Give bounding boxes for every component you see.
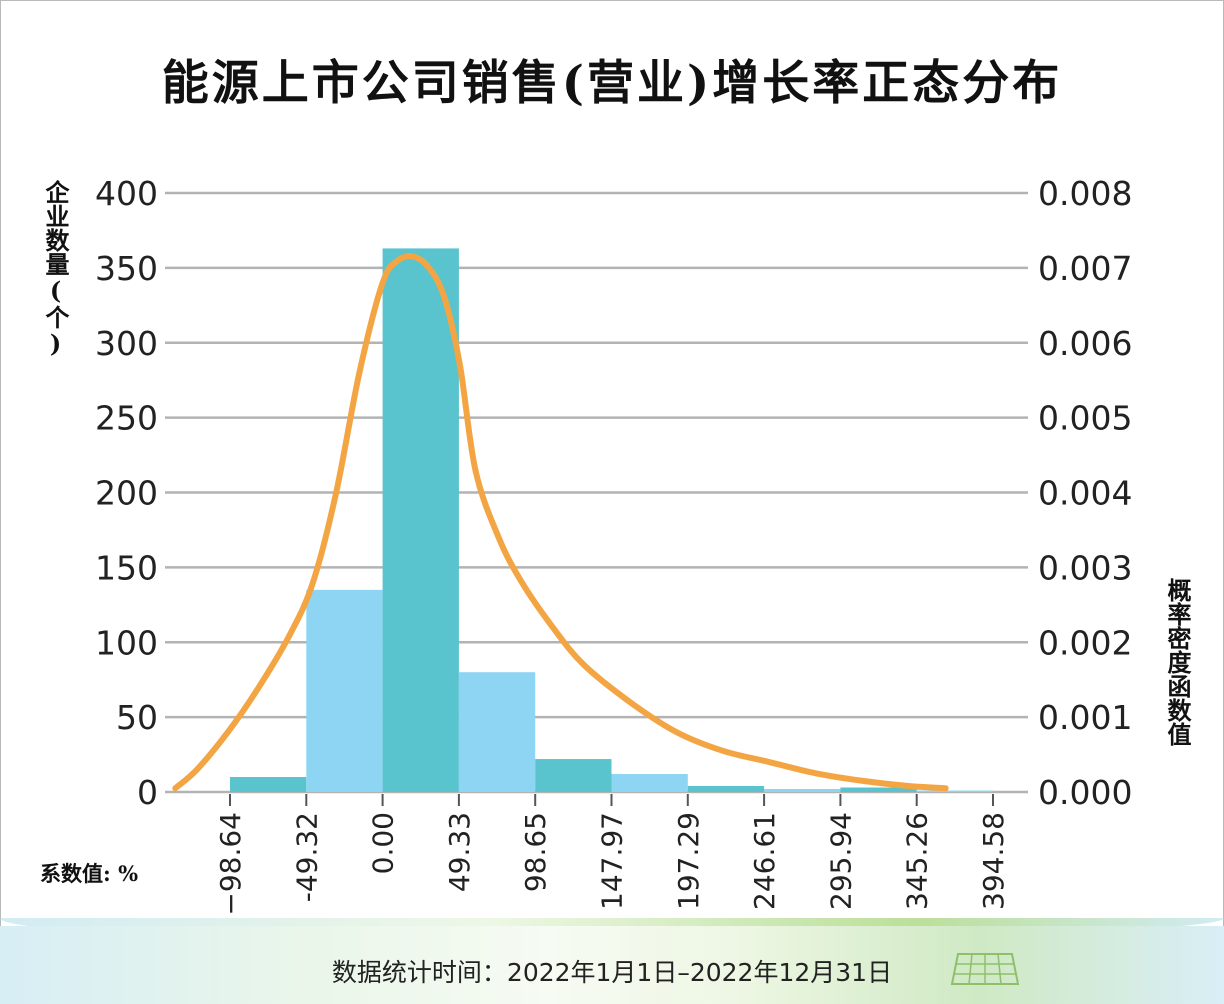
y-tick-label-left: 200 (95, 474, 158, 513)
x-tick-label: 394.58 (977, 812, 1010, 910)
y-tick-label-right: 0.006 (1038, 324, 1132, 363)
y-axis-left-label: 企业数量(个) (41, 180, 70, 358)
histogram-bar (458, 672, 536, 792)
x-tick-label: 246.61 (748, 812, 781, 910)
x-tick-label: 345.26 (901, 812, 934, 910)
y-tick-label-right: 0.005 (1038, 399, 1132, 438)
x-tick-label: -49.32 (290, 812, 323, 902)
y-axis-right-label: 概率密度函数值 (1163, 578, 1192, 746)
y-tick-label-left: 0 (137, 773, 158, 812)
histogram-bar (764, 789, 841, 792)
density-curve (172, 253, 949, 792)
x-tick-label: 49.33 (443, 812, 476, 892)
y-tick-label-right: 0.007 (1038, 249, 1132, 288)
y-tick-label-right: 0.000 (1038, 773, 1132, 812)
chart-title: 能源上市公司销售(营业)增长率正态分布 (161, 56, 1063, 111)
footer-band (0, 926, 1224, 1004)
y-tick-label-left: 300 (95, 324, 158, 363)
x-tick-label: 0.00 (367, 812, 400, 874)
y-tick-label-right: 0.004 (1038, 474, 1132, 513)
y-tick-label-right: 0.008 (1038, 174, 1132, 213)
y-ticks-right: 0.008 0.007 0.006 0.005 0.004 0.003 0.002 0.001… (1038, 174, 1132, 812)
density-curve-group (172, 253, 949, 792)
y-tick-label-left: 350 (95, 249, 158, 288)
y-tick-label-right: 0.001 (1038, 698, 1132, 737)
histogram-bar (687, 786, 765, 792)
x-ticks: −98.64 -49.32 0.00 49.33 98.65 147.97 197.29 24… (214, 794, 1010, 916)
histogram-bar (230, 777, 307, 792)
y-tick-label-left: 50 (116, 698, 158, 737)
histogram-bars (230, 248, 993, 793)
y-tick-label-right: 0.003 (1038, 548, 1132, 587)
x-axis-unit-label: 系数值: % (40, 861, 139, 886)
histogram-bar (535, 759, 612, 792)
x-tick-label: 147.97 (596, 812, 629, 910)
histogram-bar (611, 774, 688, 792)
gridlines (165, 191, 1028, 794)
y-tick-label-left: 400 (95, 174, 158, 213)
histogram-bar (916, 790, 993, 792)
histogram-bar (382, 248, 459, 793)
histogram-bar (840, 787, 917, 792)
y-tick-label-left: 100 (95, 623, 158, 662)
solar-panel-icon (950, 953, 1020, 985)
footer-date-range: 数据统计时间：2022年1月1日–2022年12月31日 (331, 958, 893, 987)
y-tick-label-left: 150 (95, 548, 158, 587)
x-tick-label: 295.94 (824, 812, 857, 910)
y-tick-label-left: 250 (95, 399, 158, 438)
y-tick-label-right: 0.002 (1038, 623, 1132, 662)
x-tick-label: 98.65 (519, 812, 552, 892)
histogram-bar (306, 589, 383, 792)
y-ticks-left: 400 350 300 250 200 150 100 50 0 (95, 174, 158, 812)
x-tick-label: 197.29 (672, 812, 705, 910)
x-tick-label: −98.64 (214, 812, 247, 916)
